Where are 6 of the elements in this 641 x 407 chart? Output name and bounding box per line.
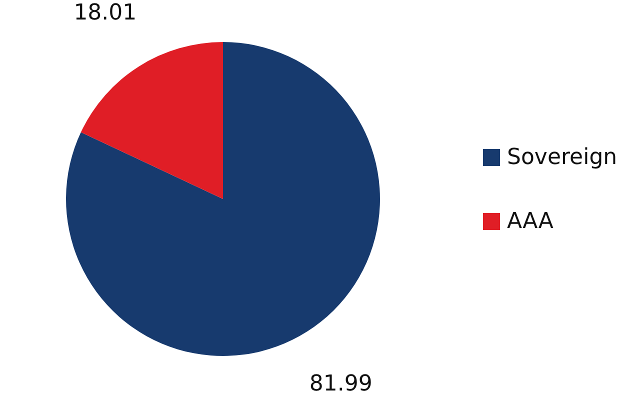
legend-label: AAA [507, 209, 554, 234]
legend-label: Sovereign [507, 145, 618, 170]
pie-slice [66, 42, 380, 356]
data-label: 81.99 [309, 372, 372, 397]
data-label: 18.01 [74, 0, 137, 26]
pie-slice [80, 42, 223, 199]
